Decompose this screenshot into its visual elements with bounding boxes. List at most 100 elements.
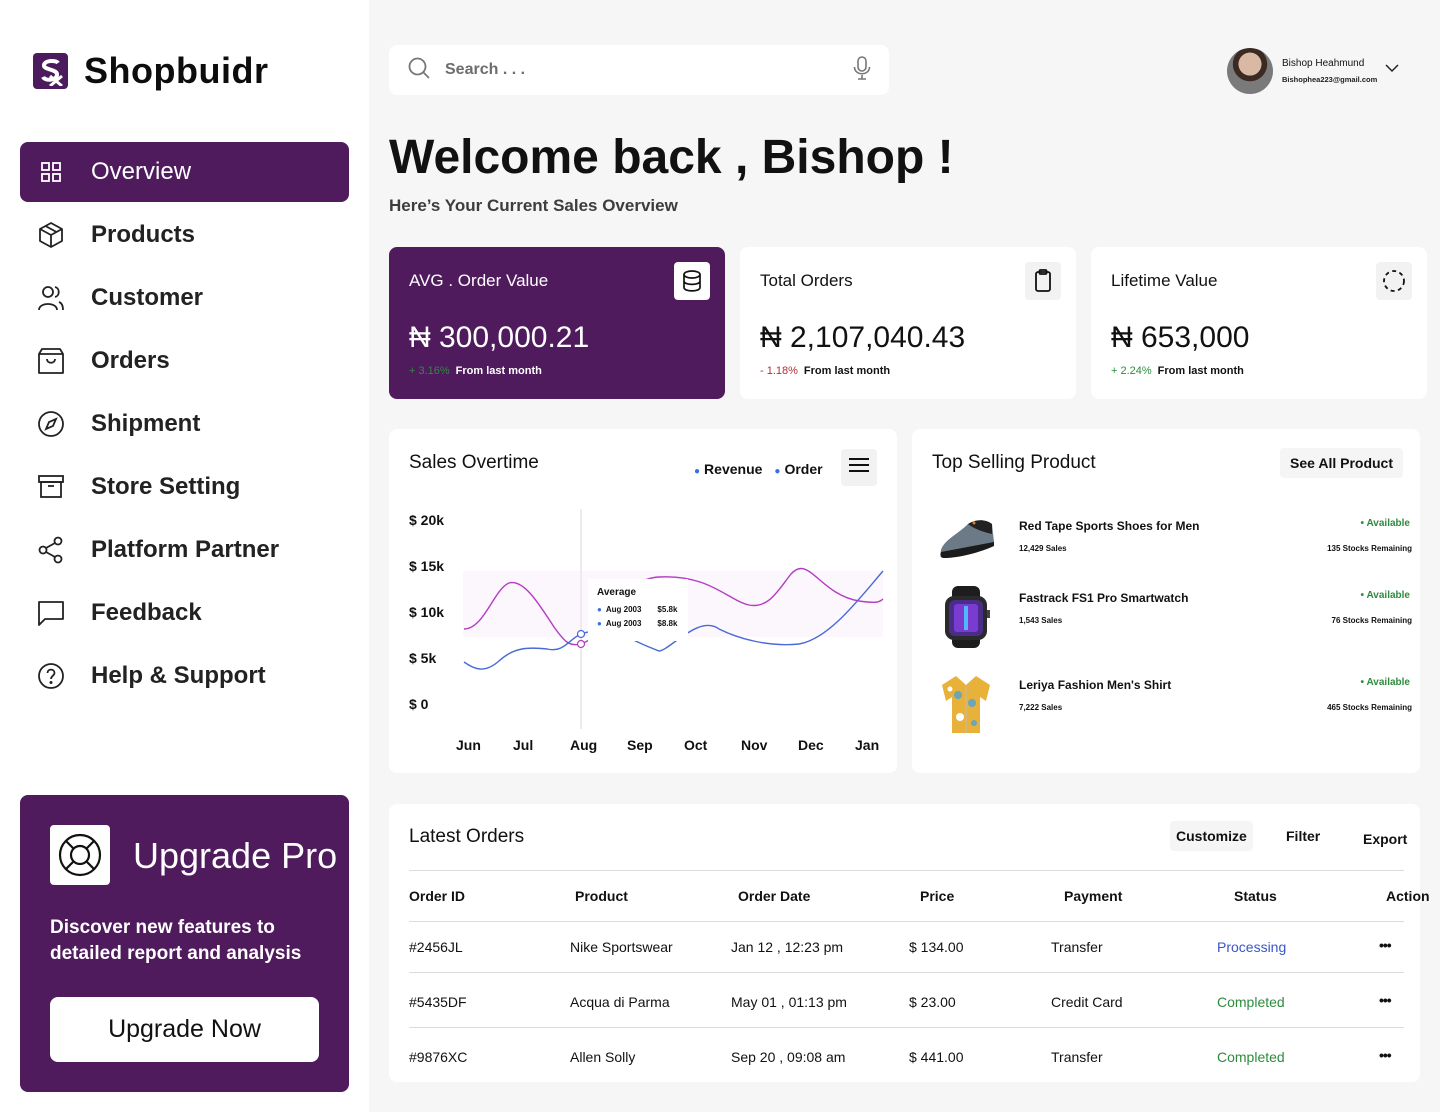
sidebar-item-help-support[interactable]: Help & Support bbox=[20, 646, 349, 706]
status-badge: Completed bbox=[1217, 994, 1285, 1010]
logo[interactable]: Shopbuidr bbox=[33, 50, 268, 92]
user-name: Bishop Heahmund bbox=[1282, 58, 1365, 69]
sidebar-item-label: Store Setting bbox=[91, 473, 241, 500]
microphone-icon[interactable] bbox=[853, 55, 871, 85]
page-title: Welcome back , Bishop ! bbox=[389, 130, 954, 185]
stat-card-lifetime-value: Lifetime Value ₦ 653,000 + 2.24% From las… bbox=[1091, 247, 1427, 399]
see-all-product-button[interactable]: See All Product bbox=[1280, 448, 1403, 478]
chart-legend: ● Revenue ● Order bbox=[694, 461, 823, 477]
column-header-payment[interactable]: Payment bbox=[1064, 888, 1123, 904]
stat-value: ₦ 2,107,040.43 bbox=[760, 321, 966, 354]
tooltip-value: $8.8k bbox=[657, 619, 678, 628]
user-profile-menu[interactable]: Bishop Heahmund Bishophea223@gmail.com bbox=[1227, 48, 1399, 94]
product-image-shirt bbox=[936, 673, 996, 733]
sidebar-item-shipment[interactable]: Shipment bbox=[20, 394, 349, 454]
welcome-greeting: Welcome back , bbox=[389, 131, 749, 184]
legend-order[interactable]: ● Order bbox=[774, 461, 823, 477]
top-selling-title: Top Selling Product bbox=[932, 452, 1096, 473]
cell-order-date: May 01 , 01:13 pm bbox=[731, 994, 847, 1010]
message-square-icon bbox=[36, 598, 66, 628]
sidebar-item-label: Orders bbox=[91, 347, 170, 374]
column-header-action[interactable]: Action bbox=[1386, 888, 1430, 904]
sidebar-item-orders[interactable]: Orders bbox=[20, 331, 349, 391]
sidebar: Shopbuidr Overview Products Customer Ord… bbox=[0, 0, 369, 1112]
sidebar-item-store-setting[interactable]: Store Setting bbox=[20, 457, 349, 517]
product-list-item[interactable]: Red Tape Sports Shoes for Men 12,429 Sal… bbox=[932, 514, 1412, 584]
x-tick: Jan bbox=[855, 737, 880, 753]
cell-product: Acqua di Parma bbox=[570, 994, 670, 1010]
customize-button[interactable]: Customize bbox=[1170, 821, 1253, 851]
logo-icon bbox=[33, 53, 68, 89]
sidebar-item-overview[interactable]: Overview bbox=[20, 142, 349, 202]
page-subtitle: Here’s Your Current Sales Overview bbox=[389, 196, 678, 215]
cell-order-id: #9876XC bbox=[409, 1049, 468, 1065]
stat-title: Total Orders bbox=[760, 271, 853, 290]
archive-icon bbox=[36, 472, 66, 502]
upgrade-description: Discover new features to detailed report… bbox=[50, 917, 302, 964]
users-icon bbox=[36, 283, 66, 313]
x-tick: Dec bbox=[798, 737, 824, 753]
stat-value: ₦ 300,000.21 bbox=[409, 321, 590, 354]
box-icon bbox=[36, 220, 66, 250]
export-button[interactable]: Export bbox=[1363, 831, 1408, 847]
y-tick: $ 10k bbox=[409, 604, 445, 620]
sidebar-item-customer[interactable]: Customer bbox=[20, 268, 349, 328]
cell-product: Allen Solly bbox=[570, 1049, 636, 1065]
product-sales: 12,429 Sales bbox=[1019, 544, 1067, 553]
cell-order-date: Jan 12 , 12:23 pm bbox=[731, 939, 844, 955]
upgrade-now-button[interactable]: Upgrade Now bbox=[50, 997, 319, 1062]
chart-tooltip: Average ● Aug 2003 $5.8k ● Aug 2003 $8.8k bbox=[588, 579, 688, 641]
more-actions-icon[interactable]: ••• bbox=[1379, 1047, 1392, 1063]
upgrade-title: Upgrade Pro bbox=[133, 835, 338, 876]
x-tick: Sep bbox=[627, 737, 653, 753]
sidebar-item-feedback[interactable]: Feedback bbox=[20, 583, 349, 643]
sidebar-item-label: Overview bbox=[91, 158, 192, 185]
product-sales: 7,222 Sales bbox=[1019, 703, 1063, 712]
cell-order-id: #2456JL bbox=[409, 939, 463, 955]
latest-orders-title: Latest Orders bbox=[409, 826, 525, 847]
y-tick: $ 20k bbox=[409, 512, 445, 528]
chart-title: Sales Overtime bbox=[409, 452, 539, 473]
more-actions-icon[interactable]: ••• bbox=[1379, 937, 1392, 953]
column-header-order-date[interactable]: Order Date bbox=[738, 888, 811, 904]
status-badge: Processing bbox=[1217, 939, 1287, 955]
product-name: Leriya Fashion Men's Shirt bbox=[1019, 678, 1172, 692]
sidebar-item-label: Shipment bbox=[91, 410, 201, 437]
loader-circle-icon[interactable] bbox=[1376, 262, 1412, 300]
product-stock: 135 Stocks Remaining bbox=[1327, 544, 1412, 553]
stat-from: From last month bbox=[455, 365, 542, 377]
product-name: Red Tape Sports Shoes for Men bbox=[1019, 519, 1200, 533]
chart-menu-button[interactable] bbox=[841, 449, 877, 486]
clipboard-icon[interactable] bbox=[1025, 262, 1061, 300]
search-input[interactable] bbox=[445, 61, 853, 79]
product-status: • Available bbox=[1360, 518, 1410, 529]
stat-title: AVG . Order Value bbox=[409, 271, 549, 290]
sales-overtime-card: Sales Overtime ● Revenue ● Order $ 20k $ 1… bbox=[389, 429, 897, 773]
sidebar-item-products[interactable]: Products bbox=[20, 205, 349, 265]
column-header-product[interactable]: Product bbox=[575, 888, 628, 904]
y-tick: $ 5k bbox=[409, 650, 437, 666]
grid-icon bbox=[36, 157, 66, 187]
cell-price: $ 23.00 bbox=[909, 994, 956, 1010]
product-status: • Available bbox=[1360, 677, 1410, 688]
legend-revenue[interactable]: ● Revenue bbox=[694, 461, 763, 477]
more-actions-icon[interactable]: ••• bbox=[1379, 992, 1392, 1008]
sidebar-item-platform-partner[interactable]: Platform Partner bbox=[20, 520, 349, 580]
database-icon[interactable] bbox=[674, 262, 710, 300]
column-header-status[interactable]: Status bbox=[1234, 888, 1277, 904]
column-header-order-id[interactable]: Order ID bbox=[409, 888, 466, 904]
stat-card-total-orders: Total Orders ₦ 2,107,040.43 - 1.18% From … bbox=[740, 247, 1076, 399]
shopping-bag-icon bbox=[36, 346, 66, 376]
x-tick: Nov bbox=[741, 737, 768, 753]
column-header-price[interactable]: Price bbox=[920, 888, 955, 904]
help-circle-icon bbox=[36, 661, 66, 691]
search-icon[interactable] bbox=[407, 56, 431, 85]
product-list-item[interactable]: Fastrack FS1 Pro Smartwatch 1,543 Sales … bbox=[932, 586, 1412, 656]
chevron-down-icon[interactable] bbox=[1385, 60, 1399, 78]
filter-button[interactable]: Filter bbox=[1286, 828, 1321, 844]
stat-from: From last month bbox=[1157, 365, 1244, 377]
stat-change: + 3.16% bbox=[409, 365, 450, 377]
y-tick: $ 15k bbox=[409, 558, 445, 574]
x-tick: Aug bbox=[570, 737, 598, 753]
product-list-item[interactable]: Leriya Fashion Men's Shirt 7,222 Sales •… bbox=[932, 673, 1412, 743]
